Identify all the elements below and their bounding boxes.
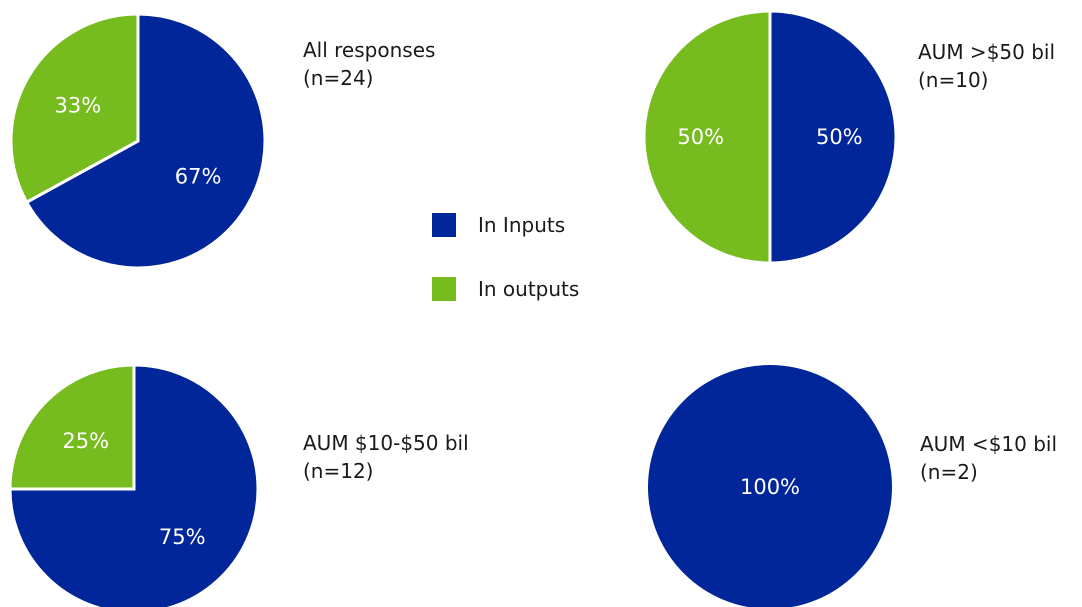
caption-all-responses: All responses (n=24) — [303, 36, 435, 92]
pie-data-label: 25% — [62, 429, 109, 453]
pie-chart-4: 100% — [648, 365, 892, 607]
pie-slice-in-outputs — [8, 363, 136, 491]
pie-data-label: 50% — [816, 125, 863, 149]
legend-label: In Inputs — [478, 213, 566, 237]
caption-title: AUM $10-$50 bil — [303, 431, 469, 455]
caption-title: AUM <$10 bil — [920, 432, 1058, 456]
pie-data-label: 75% — [159, 525, 206, 549]
pie-slice-in-inputs — [768, 9, 898, 265]
caption-count: (n=2) — [920, 460, 978, 484]
caption-count: (n=24) — [303, 66, 374, 90]
legend: In Inputs In outputs — [432, 208, 579, 336]
pie-chart-2: 50% 50% — [642, 9, 898, 265]
pie-chart-3: 75% 25% — [8, 363, 260, 607]
caption-aum-under-10: AUM <$10 bil (n=2) — [920, 430, 1057, 486]
legend-item-in-outputs: In outputs — [432, 272, 579, 306]
pie-slice-in-inputs — [648, 365, 892, 607]
legend-item-in-inputs: In Inputs — [432, 208, 579, 242]
caption-count: (n=10) — [918, 68, 989, 92]
pie-data-label: 33% — [55, 93, 102, 117]
legend-swatch-in-outputs — [432, 277, 456, 301]
pie-data-label: 67% — [175, 165, 222, 189]
pie-slice-in-outputs — [9, 12, 140, 205]
pie-data-label: 50% — [677, 125, 724, 149]
caption-aum-over-50: AUM >$50 bil (n=10) — [918, 38, 1055, 94]
legend-label: In outputs — [478, 277, 580, 301]
caption-title: AUM >$50 bil — [918, 40, 1056, 64]
caption-count: (n=12) — [303, 459, 374, 483]
pie-slice-in-inputs — [24, 12, 267, 270]
caption-aum-10-50: AUM $10-$50 bil (n=12) — [303, 429, 469, 485]
pie-slice-in-outputs — [642, 9, 772, 265]
pie-chart-1: 67% 33% — [9, 12, 267, 270]
caption-title: All responses — [303, 38, 436, 62]
pie-data-label: 100% — [740, 475, 800, 499]
legend-swatch-in-inputs — [432, 213, 456, 237]
